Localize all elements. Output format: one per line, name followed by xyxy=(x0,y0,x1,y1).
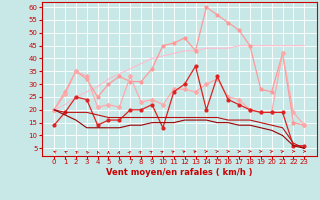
X-axis label: Vent moyen/en rafales ( km/h ): Vent moyen/en rafales ( km/h ) xyxy=(106,168,252,177)
